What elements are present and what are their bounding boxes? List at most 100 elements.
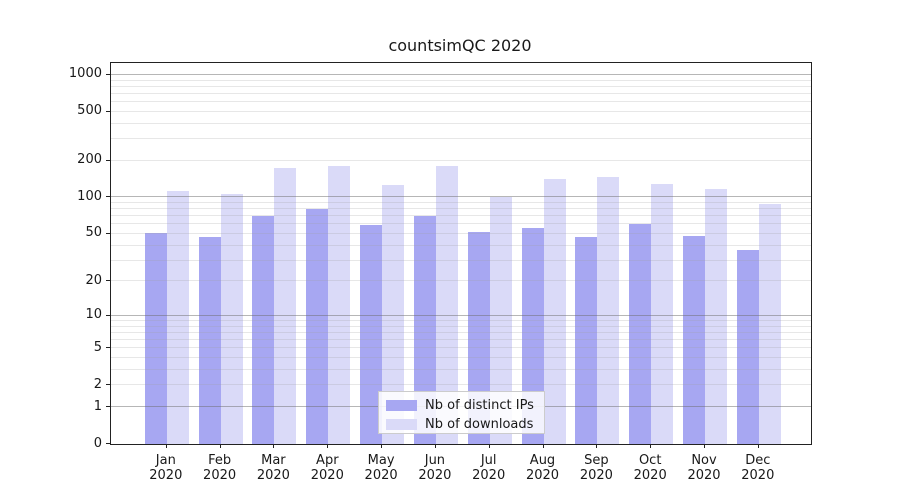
y-tick-label: 20 — [85, 272, 102, 288]
x-tick-mark — [434, 444, 436, 448]
y-tick-mark — [106, 406, 110, 407]
x-tick-month: Nov — [691, 453, 717, 468]
x-tick-month: May — [367, 453, 395, 468]
y-tick-mark — [106, 384, 110, 386]
x-tick-year: 2020 — [525, 467, 560, 483]
legend-label: Nb of downloads — [425, 417, 534, 432]
legend-item: Nb of downloads — [386, 415, 544, 434]
x-tick-year: 2020 — [579, 467, 613, 483]
minor-gridline — [111, 101, 811, 103]
x-tick-label: May 2020 — [349, 453, 413, 483]
plot-area — [110, 62, 812, 445]
x-tick-label: Sep 2020 — [564, 453, 628, 483]
bar-downloads — [651, 184, 674, 444]
minor-gridline — [111, 159, 811, 161]
x-tick-mark — [165, 444, 167, 448]
x-tick-month: Mar — [261, 453, 286, 468]
x-tick-month: Oct — [638, 453, 662, 468]
y-tick-label: 2 — [93, 376, 102, 392]
x-tick-mark — [273, 444, 275, 448]
x-tick-month: Sep — [584, 453, 609, 468]
y-tick-label: 1 — [93, 398, 102, 414]
y-tick-mark — [106, 159, 110, 161]
bar-downloads — [435, 166, 458, 444]
bar-distinct-ips — [736, 249, 759, 444]
x-tick-label: Dec 2020 — [726, 453, 790, 483]
bar-distinct-ips — [467, 231, 490, 444]
x-tick-mark — [327, 444, 329, 448]
bar-downloads — [382, 184, 405, 444]
x-tick-month: Aug — [529, 453, 556, 468]
y-tick-mark — [106, 196, 110, 198]
bar-distinct-ips — [629, 223, 652, 444]
bar-downloads — [597, 177, 620, 444]
legend: Nb of distinct IPs Nb of downloads — [378, 391, 545, 434]
x-tick-label: Apr 2020 — [295, 453, 359, 483]
x-tick-label: Nov 2020 — [672, 453, 736, 483]
x-tick-year: 2020 — [633, 467, 667, 483]
y-tick-mark — [106, 73, 110, 75]
x-tick-mark — [704, 444, 705, 448]
y-tick-label: 10 — [85, 307, 102, 323]
x-tick-mark — [219, 444, 221, 448]
minor-gridline — [111, 79, 811, 81]
bar-downloads — [166, 191, 189, 444]
x-tick-month: Jan — [155, 453, 176, 468]
bar-distinct-ips — [413, 215, 436, 444]
legend-swatch-distinct-ips — [386, 400, 417, 411]
x-tick-label: Feb 2020 — [188, 453, 252, 483]
bar-downloads — [489, 197, 512, 444]
legend-swatch-downloads — [386, 419, 417, 430]
x-tick-year: 2020 — [256, 467, 290, 483]
legend-item: Nb of distinct IPs — [386, 396, 544, 415]
x-tick-month: Jun — [424, 453, 446, 468]
minor-gridline — [111, 138, 811, 140]
x-tick-year: 2020 — [741, 467, 775, 483]
y-tick-label: 100 — [77, 188, 102, 204]
y-tick-label: 500 — [77, 103, 102, 119]
y-tick-mark — [106, 443, 110, 444]
bar-distinct-ips — [683, 236, 705, 444]
y-tick-mark — [106, 232, 110, 234]
bar-downloads — [543, 178, 566, 444]
y-tick-label: 0 — [93, 435, 102, 451]
y-tick-label: 50 — [85, 225, 102, 241]
y-tick-label: 200 — [77, 152, 102, 168]
major-gridline — [111, 73, 811, 75]
minor-gridline — [111, 92, 811, 94]
minor-gridline — [111, 110, 811, 112]
x-tick-label: Mar 2020 — [241, 453, 305, 483]
x-tick-label: Jul 2020 — [457, 453, 521, 483]
x-tick-month: Apr — [316, 453, 339, 468]
x-tick-year: 2020 — [364, 467, 398, 483]
y-tick-mark — [106, 314, 110, 316]
y-tick-mark — [106, 110, 110, 112]
x-tick-mark — [650, 444, 652, 448]
x-tick-year: 2020 — [149, 467, 183, 483]
x-tick-label: Jun 2020 — [403, 453, 467, 483]
x-tick-mark — [381, 444, 383, 448]
x-tick-month: Jul — [480, 453, 497, 468]
x-tick-label: Aug 2020 — [511, 453, 575, 483]
y-tick-mark — [106, 347, 110, 349]
x-tick-year: 2020 — [418, 467, 452, 483]
y-tick-label: 1000 — [68, 66, 102, 82]
bar-downloads — [274, 168, 297, 444]
bar-downloads — [705, 189, 727, 444]
bar-distinct-ips — [575, 237, 598, 444]
x-tick-mark — [757, 444, 759, 448]
x-tick-year: 2020 — [687, 467, 721, 483]
minor-gridline — [111, 85, 811, 87]
chart-title: countsimQC 2020 — [388, 36, 532, 55]
x-tick-mark — [488, 444, 490, 448]
legend-label: Nb of distinct IPs — [425, 398, 534, 413]
x-tick-year: 2020 — [310, 467, 344, 483]
x-tick-month: Feb — [208, 453, 232, 468]
bar-downloads — [220, 193, 243, 444]
bar-distinct-ips — [252, 215, 275, 444]
x-tick-label: Oct 2020 — [618, 453, 682, 483]
bar-distinct-ips — [360, 225, 383, 444]
bar-downloads — [758, 204, 781, 444]
x-tick-year: 2020 — [472, 467, 506, 483]
